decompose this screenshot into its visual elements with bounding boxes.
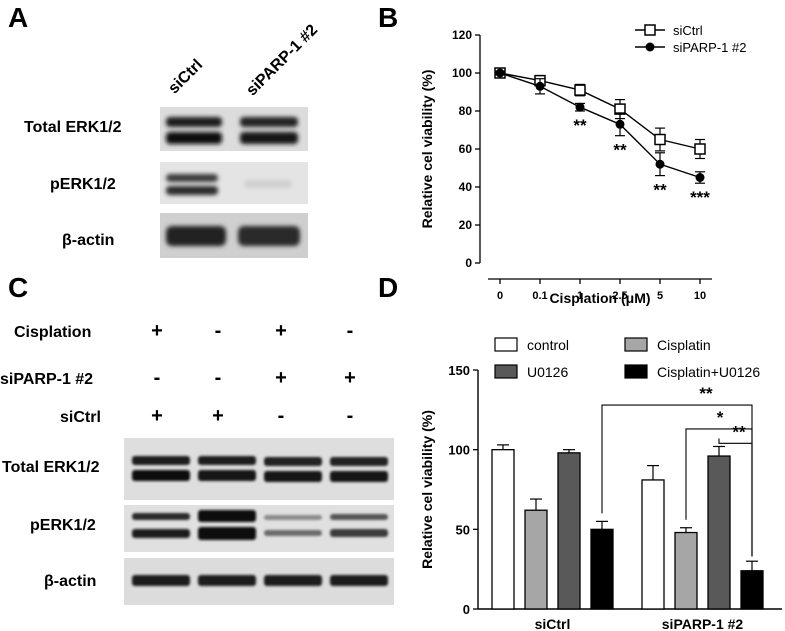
condition-sign: + [275,367,287,389]
y-tick-label: 50 [456,522,470,537]
x-tick-label: siPARP-1 #2 [662,616,744,631]
legend-swatch [624,364,648,379]
series-line [499,72,701,179]
y-tick-label: 150 [448,363,470,378]
bar [590,528,614,610]
significance-mark: ** [573,116,587,135]
blot-row-label: pERK1/2 [50,176,116,193]
x-tick-label: 0 [497,290,503,302]
legend-label: Cisplatin [657,337,711,353]
bar [707,455,731,610]
blot-row-label: Total ERK1/2 [24,119,122,136]
significance-mark: *** [690,188,710,207]
condition-label: Cisplation [14,324,92,341]
y-tick-label: 100 [448,443,470,458]
blot-c-total-erk [124,438,394,500]
significance-mark: * [717,408,724,427]
bar [641,479,665,610]
data-point-circle [575,102,585,112]
legend-swatch [624,337,648,352]
panel-label-a: A [8,2,29,33]
data-point-square [574,84,586,96]
condition-sign: - [214,367,222,389]
condition-label: siPARP-1 #2 [0,371,94,388]
significance-mark: ** [613,141,627,160]
condition-sign: - [346,320,354,342]
legend-label: siPARP-1 #2 [673,40,746,55]
data-point-circle [495,68,505,78]
condition-sign: + [212,405,224,427]
x-axis-title: Cisplation (μM) [549,290,650,306]
y-axis-title: Relative cel viability (%) [419,70,435,229]
significance-mark: ** [699,384,713,403]
panel-label-c: C [8,272,29,303]
blot-c-actin [124,558,394,605]
x-tick-label: siCtrl [535,616,571,631]
data-point-circle [695,173,705,182]
x-tick-label: 10 [694,290,706,302]
bar [740,570,764,610]
data-point-square [694,143,706,155]
y-tick-label: 80 [459,104,473,118]
x-tick-label: 5 [657,290,663,302]
data-point-circle [655,159,665,169]
condition-sign: + [151,405,163,427]
blot-a-total-erk [160,107,308,151]
blot-c-perk [124,505,394,552]
data-point-circle [535,81,545,91]
y-tick-label: 0 [465,256,472,270]
legend-swatch [494,364,518,379]
bar [524,509,548,610]
condition-label: siCtrl [60,409,101,426]
legend-swatch [494,337,518,352]
bar [557,452,581,610]
data-point-square [654,133,666,146]
condition-sign: + [151,320,163,342]
data-point-circle [615,119,625,129]
legend-label: Cisplatin+U0126 [657,364,760,380]
y-tick-label: 20 [459,218,473,232]
bar [674,531,698,610]
condition-sign: - [346,405,354,427]
condition-sign: - [153,367,161,389]
y-tick-label: 60 [459,142,473,156]
legend-label: siCtrl [673,23,703,38]
y-tick-label: 100 [452,66,472,80]
blot-row-label: β-actin [44,573,97,590]
y-tick-label: 120 [452,28,472,42]
legend-label: control [527,337,569,353]
legend-marker-square [644,24,656,36]
x-tick-label: 2.5 [612,290,627,302]
legend-label: U0126 [527,364,568,380]
significance-mark: ** [653,181,667,200]
legend-marker-circle [645,42,655,52]
significance-bracket [718,438,753,557]
x-tick-label: 1 [577,290,583,302]
line-chart-b: 0 20 40 60 80 100 120 0 0.1 1 2.5 5 10 Cisplation (μM… [419,23,746,306]
blot-a-perk [160,162,308,204]
x-tick-label: 0.1 [532,290,547,302]
y-tick-label: 40 [459,180,473,194]
blot-row-label: pERK1/2 [30,517,96,534]
condition-sign: + [344,367,356,389]
significance-mark: ** [732,422,746,441]
y-tick-label: 0 [463,602,470,617]
blot-row-label: β-actin [62,232,115,249]
condition-sign: + [275,320,287,342]
panel-label-b: B [378,2,399,33]
blot-a-actin [160,213,308,258]
series-line [499,72,701,150]
y-axis-title: Relative cel viability (%) [419,410,435,569]
bar-chart-d: control Cisplatin U0126 Cisplatin+U0126 0 50 1… [419,337,782,631]
panel-label-d: D [378,272,399,303]
bar [491,449,515,610]
condition-sign: - [214,320,222,342]
blot-row-label: Total ERK1/2 [2,459,100,476]
condition-sign: - [277,405,285,427]
